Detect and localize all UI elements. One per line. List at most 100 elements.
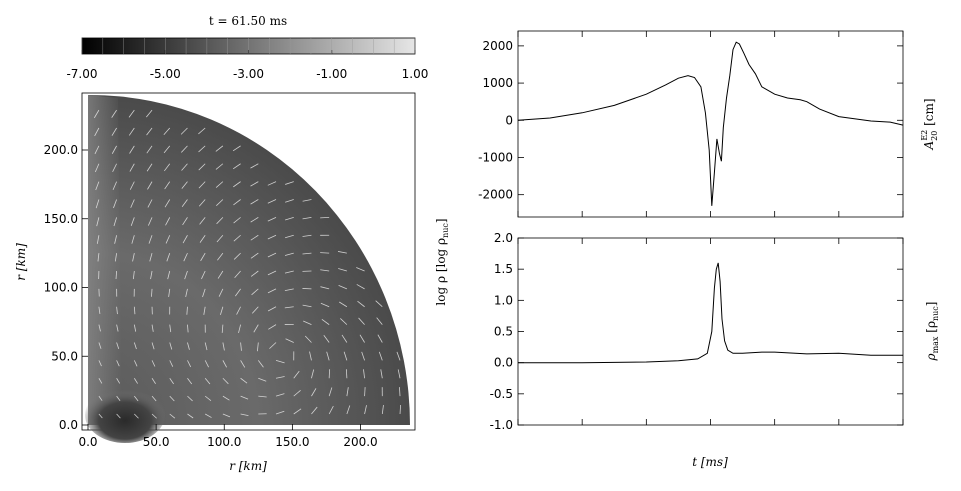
velocity-arrow xyxy=(293,370,300,379)
velocity-arrow xyxy=(165,217,171,226)
velocity-arrow xyxy=(129,163,135,172)
density-ytick-label: 1.0 xyxy=(494,293,513,307)
velocity-arrow xyxy=(284,306,294,309)
velocity-arrow xyxy=(267,181,277,186)
velocity-arrow xyxy=(112,163,117,172)
velocity-arrow xyxy=(359,334,365,343)
velocity-arrow xyxy=(94,145,100,155)
velocity-arrow xyxy=(345,369,348,379)
velocity-arrow xyxy=(163,145,171,154)
heatmap-ytick-label: 50.0 xyxy=(51,349,78,363)
velocity-arrow xyxy=(114,235,118,244)
velocity-arrow xyxy=(275,393,285,397)
velocity-arrow xyxy=(129,181,135,190)
velocity-arrow xyxy=(250,163,259,169)
density-ytick-label: -0.5 xyxy=(490,387,513,401)
colorbar-tick-label: -7.00 xyxy=(66,67,97,81)
velocity-arrow xyxy=(169,324,172,333)
velocity-arrow xyxy=(328,405,334,415)
velocity-arrow xyxy=(113,217,117,227)
colorbar-tick-label: 1.00 xyxy=(402,67,429,81)
velocity-arrow xyxy=(151,288,153,297)
velocity-arrow xyxy=(311,388,317,397)
velocity-arrow xyxy=(166,252,171,262)
velocity-arrow xyxy=(293,408,302,415)
velocity-arrow xyxy=(217,252,224,261)
velocity-arrow xyxy=(250,199,259,205)
velocity-arrow xyxy=(151,342,155,350)
velocity-arrow xyxy=(146,127,153,136)
velocity-arrow xyxy=(343,351,348,361)
velocity-arrow xyxy=(132,253,135,262)
velocity-arrow xyxy=(198,163,206,171)
velocity-arrow xyxy=(147,181,153,190)
velocity-arrow xyxy=(96,217,100,227)
velocity-arrow xyxy=(236,306,241,315)
velocity-arrow xyxy=(284,270,294,274)
gw-ytick-label: -1000 xyxy=(478,150,513,164)
velocity-arrow xyxy=(186,306,188,315)
velocity-arrow xyxy=(148,235,153,244)
colorbar-ticks: -7.00 -5.00 -3.00 -1.00 1.00 xyxy=(66,38,428,81)
heatmap-ylabel: r [km] xyxy=(14,243,28,281)
velocity-arrow xyxy=(187,342,190,350)
velocity-arrow xyxy=(168,288,171,297)
velocity-arrow xyxy=(169,360,174,367)
velocity-arrow xyxy=(151,360,156,367)
velocity-arrow xyxy=(151,378,156,384)
velocity-arrow xyxy=(339,301,348,308)
velocity-arrow xyxy=(326,351,330,361)
velocity-arrow xyxy=(198,145,206,153)
velocity-arrow xyxy=(257,360,264,368)
velocity-arrow xyxy=(285,199,294,203)
velocity-arrow xyxy=(346,387,349,397)
velocity-arrow xyxy=(181,145,188,153)
velocity-arrow xyxy=(116,324,119,332)
density-ylabel-unit: [ρ xyxy=(924,321,938,337)
gw-ticks: 2000 1000 0 -1000 -2000 xyxy=(478,31,904,217)
velocity-arrow xyxy=(250,181,259,187)
velocity-arrow xyxy=(233,199,241,206)
velocity-arrow xyxy=(338,285,348,290)
velocity-arrow xyxy=(357,300,365,308)
max-density-line xyxy=(518,262,903,364)
velocity-arrow xyxy=(275,376,285,379)
colorbar-label-end: ] xyxy=(434,218,448,223)
velocity-arrow xyxy=(218,288,224,297)
velocity-arrow xyxy=(95,181,100,191)
velocity-arrow xyxy=(364,387,366,397)
heatmap-xtick-label: 200.0 xyxy=(343,435,377,449)
velocity-arrow xyxy=(275,359,285,364)
heatmap-ytick-label: 200.0 xyxy=(44,143,78,157)
heatmap-xtick-label: 100.0 xyxy=(207,435,241,449)
velocity-arrow xyxy=(98,324,101,332)
velocity-arrow xyxy=(187,360,192,368)
velocity-arrow xyxy=(98,413,103,419)
velocity-arrow xyxy=(303,320,312,325)
velocity-arrow xyxy=(222,360,227,368)
velocity-arrow xyxy=(169,395,175,402)
colorbar-tick-label: -5.00 xyxy=(150,67,181,81)
velocity-arrow xyxy=(240,377,248,384)
velocity-arrow xyxy=(235,288,241,297)
velocity-arrow xyxy=(376,317,383,325)
velocity-arrow xyxy=(233,217,241,224)
velocity-arrow xyxy=(204,342,208,351)
density-ytick-label: 1.5 xyxy=(494,262,513,276)
velocity-arrow xyxy=(311,369,315,379)
heatmap-title: t = 61.50 ms xyxy=(209,14,287,28)
velocity-arrow xyxy=(378,351,383,361)
velocity-arrow xyxy=(284,288,294,292)
velocity-arrow xyxy=(129,145,135,154)
velocity-arrow xyxy=(114,253,118,262)
heatmap-xtick-label: 50.0 xyxy=(143,435,170,449)
velocity-vectors xyxy=(93,109,401,419)
velocity-arrow xyxy=(215,163,224,170)
velocity-arrow xyxy=(240,342,242,351)
velocity-arrow xyxy=(250,252,259,259)
velocity-arrow xyxy=(285,181,294,185)
velocity-arrow xyxy=(396,351,401,361)
velocity-arrow xyxy=(128,127,135,136)
velocity-arrow xyxy=(346,405,351,415)
velocity-arrow xyxy=(198,127,206,135)
